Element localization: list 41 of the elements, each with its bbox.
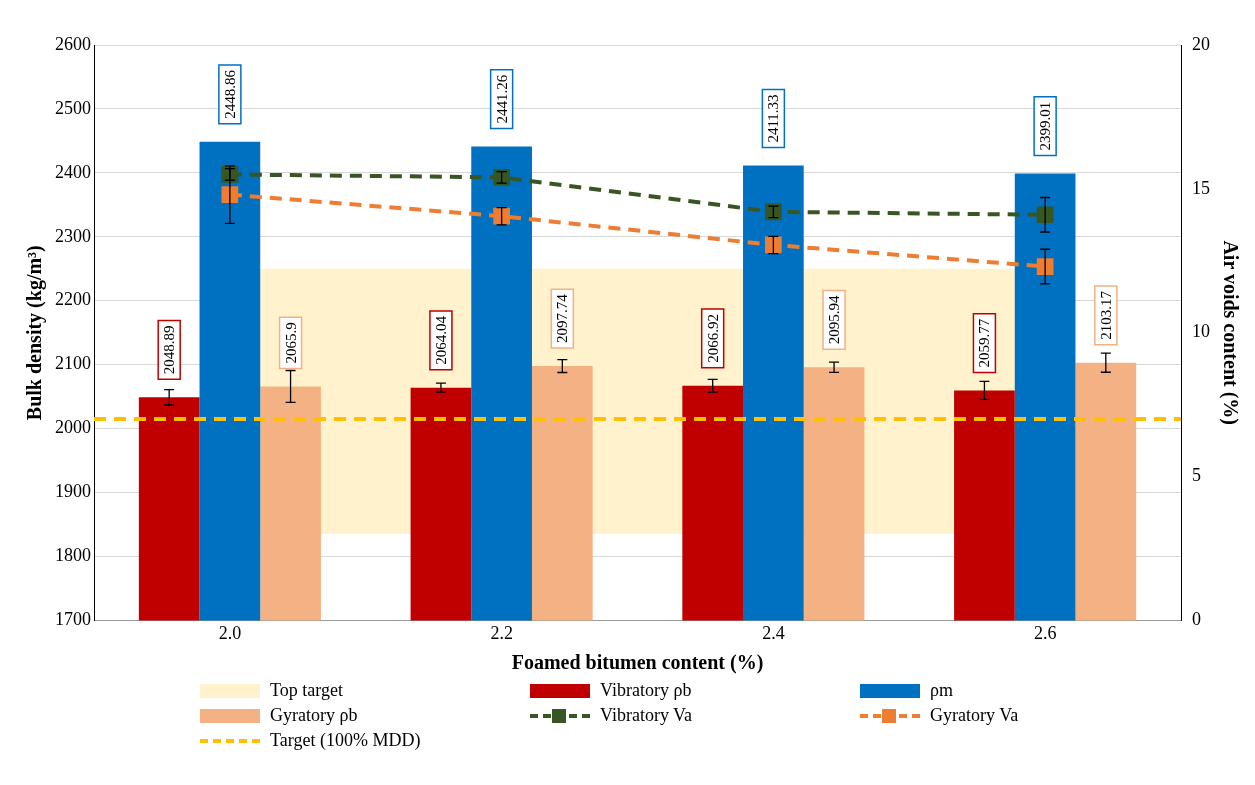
data-label: 2065.9: [282, 322, 299, 364]
y2-tick-label: 0: [1192, 609, 1201, 630]
data-label: 2048.89: [161, 325, 178, 375]
data-label: 2064.04: [432, 315, 449, 365]
y-tick-label: 2000: [55, 417, 91, 438]
x-tick-label: 2.0: [218, 622, 242, 643]
data-label: 2411.33: [765, 94, 782, 143]
legend-label: Gyratory ρb: [270, 705, 358, 726]
y2-tick-label: 5: [1192, 465, 1201, 486]
legend-label: Top target: [270, 680, 343, 701]
y-tick-label: 2200: [55, 289, 91, 310]
y-tick-label: 2500: [55, 97, 91, 118]
data-label: 2441.26: [493, 74, 510, 124]
legend-label: Vibratory Va: [600, 705, 693, 726]
y-tick-label: 1800: [55, 545, 91, 566]
x-axis-title: Foamed bitumen content (%): [511, 651, 764, 675]
y2-tick-label: 10: [1192, 321, 1210, 342]
x-tick-label: 2.6: [1033, 622, 1057, 643]
x-tick-label: 2.2: [490, 622, 513, 643]
legend-label: Target (100% MDD): [270, 730, 421, 751]
y2-axis-title: Air voids content (%): [1218, 240, 1242, 426]
y-tick-label: 1900: [55, 481, 91, 502]
y2-tick-label: 20: [1192, 33, 1210, 54]
data-label: 2095.94: [826, 295, 842, 345]
y-tick-label: 2300: [55, 225, 91, 246]
data-label: 2059.77: [976, 318, 993, 368]
data-label: 2097.74: [554, 293, 571, 344]
y-axis-title: Bulk density (kg/m³): [23, 245, 47, 421]
data-label: 2103.17: [1097, 290, 1114, 340]
data-label: 2448.86: [221, 69, 238, 119]
data-label: 2399.01: [1037, 101, 1054, 151]
x-tick-label: 2.4: [762, 622, 785, 643]
legend-label: Gyratory Va: [930, 705, 1019, 726]
y-tick-label: 2400: [55, 161, 91, 182]
y-tick-label: 2600: [55, 33, 91, 54]
legend-label: ρm: [930, 680, 953, 701]
y-tick-label: 2100: [55, 353, 91, 374]
legend-label: Vibratory ρb: [600, 680, 692, 701]
y-tick-label: 1700: [55, 609, 91, 630]
data-label: 2066.92: [704, 314, 721, 363]
y2-tick-label: 15: [1192, 177, 1210, 198]
